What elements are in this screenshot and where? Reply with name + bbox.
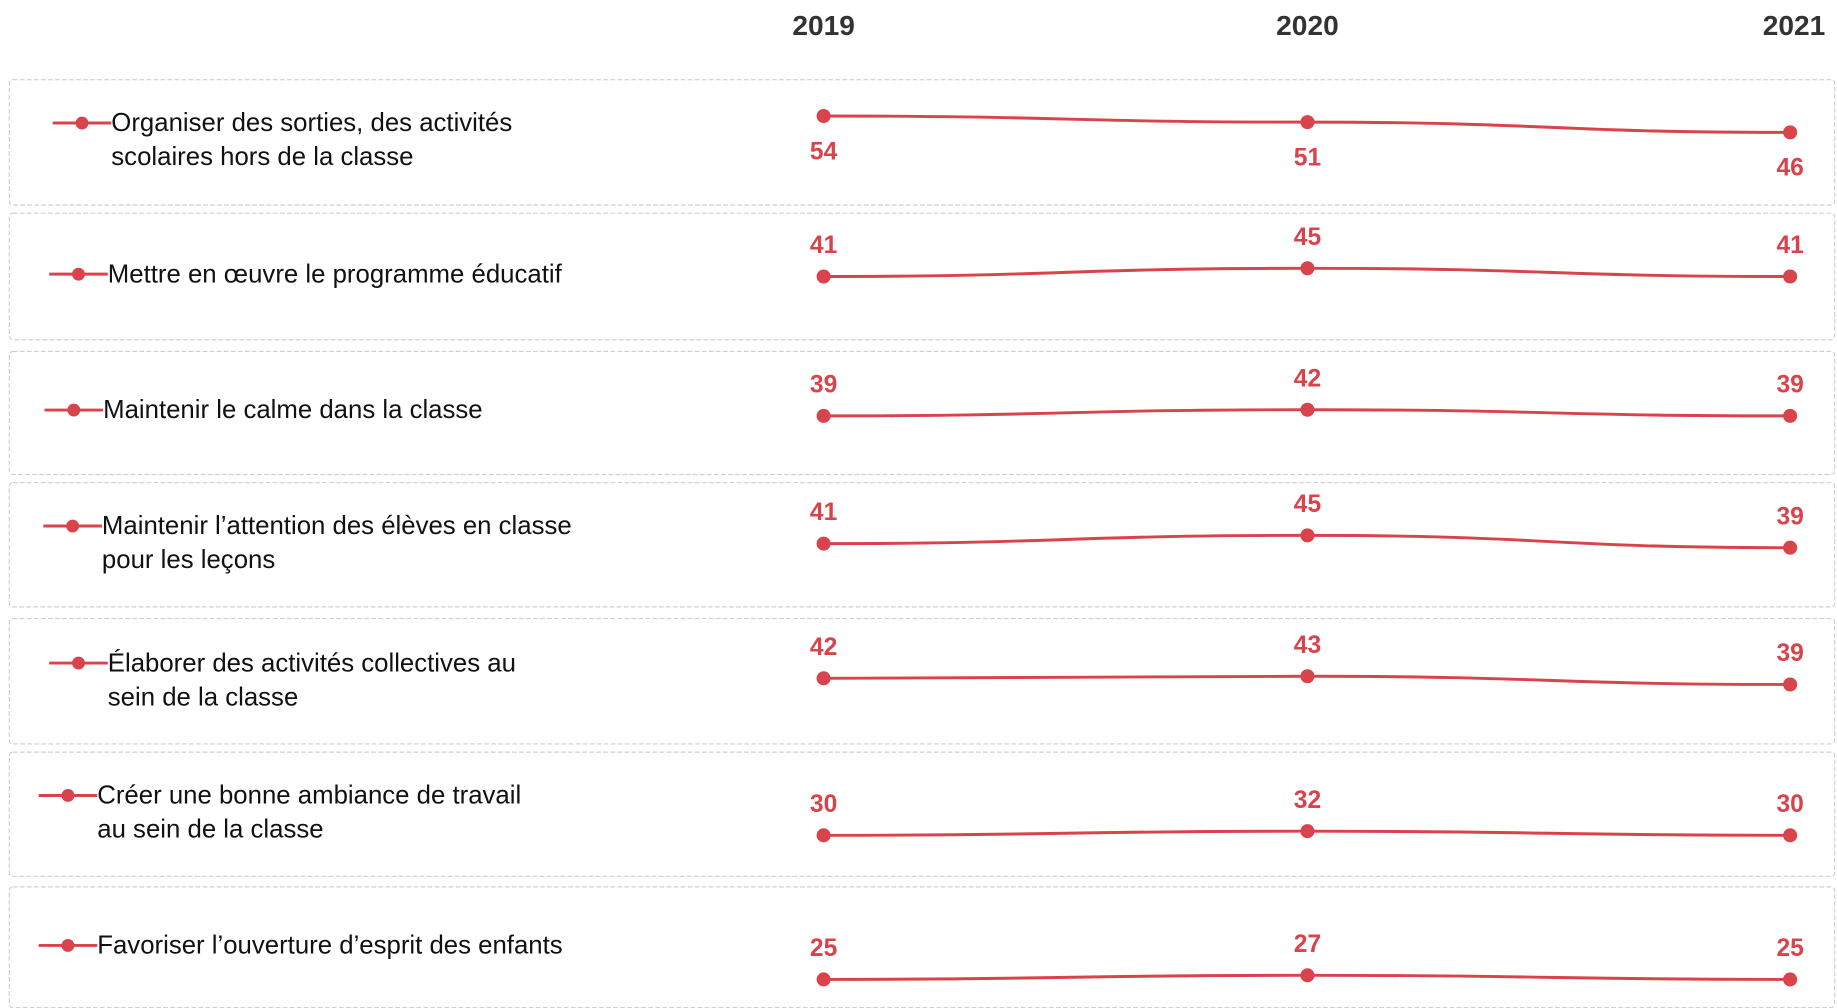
data-label: 30 (810, 791, 837, 818)
year-header: 2019 (792, 10, 855, 41)
data-point (1300, 261, 1315, 276)
data-label: 45 (1294, 224, 1321, 251)
panel-border (8, 617, 1836, 745)
data-label: 27 (1294, 931, 1321, 958)
data-label: 42 (810, 634, 837, 661)
data-point (816, 408, 831, 423)
legend-dot (67, 403, 81, 417)
year-header: 2021 (1763, 10, 1826, 41)
data-label: 43 (1294, 632, 1321, 659)
data-label: 42 (1294, 365, 1321, 392)
legend-dot (61, 789, 75, 802)
data-point (1783, 828, 1798, 843)
data-point (1783, 972, 1798, 987)
data-label: 41 (1776, 232, 1803, 259)
panel-border (8, 886, 1836, 1008)
data-label: 51 (1294, 144, 1321, 171)
data-label: 30 (1776, 791, 1803, 818)
data-point (1300, 115, 1315, 130)
series-label: Maintenir le calme dans la classe (103, 396, 483, 424)
panel-border (8, 751, 1836, 877)
legend-dot (72, 267, 85, 281)
data-point (816, 972, 831, 987)
panel-border (8, 79, 1836, 206)
data-label: 39 (1776, 640, 1803, 667)
legend-dot (66, 519, 80, 533)
data-label: 25 (1776, 935, 1803, 962)
data-point (816, 269, 831, 284)
legend-dot (72, 656, 85, 670)
data-point (816, 671, 831, 686)
data-point (1300, 968, 1315, 983)
data-label: 54 (810, 138, 838, 165)
data-label: 41 (810, 232, 837, 259)
data-point (1783, 408, 1798, 423)
panel-border (8, 212, 1836, 341)
panel-border (8, 482, 1836, 608)
data-label: 32 (1294, 787, 1321, 814)
legend-dot (61, 938, 75, 952)
data-point (1783, 540, 1798, 555)
data-point (1783, 269, 1798, 284)
year-header: 2020 (1276, 10, 1339, 41)
data-point (1300, 669, 1315, 684)
data-point (816, 108, 831, 124)
data-label: 46 (1776, 155, 1803, 182)
series-label: Élaborer des activités collectives au sei… (108, 648, 516, 711)
data-point (816, 828, 831, 843)
data-label: 39 (1776, 503, 1803, 530)
panel-border (8, 350, 1836, 476)
data-label: 41 (810, 499, 837, 526)
data-label: 39 (810, 371, 837, 398)
legend-dot (75, 116, 89, 130)
data-label: 45 (1294, 491, 1321, 518)
series-label: Organiser des sorties, des activités scol… (111, 109, 512, 171)
data-point (1300, 824, 1315, 839)
series-label: Mettre en œuvre le programme éducatif (108, 260, 563, 288)
series-label: Créer une bonne ambiance de travail au se… (97, 782, 521, 844)
series-label: Maintenir l’attention des élèves en clas… (102, 512, 572, 574)
data-point (1783, 677, 1798, 692)
data-point (1783, 125, 1798, 140)
data-label: 39 (1776, 371, 1803, 398)
data-label: 25 (810, 935, 837, 962)
series-label: Favoriser l’ouverture d’esprit des enfan… (97, 932, 562, 960)
data-point (1300, 402, 1315, 417)
data-point (816, 536, 831, 551)
data-point (1300, 528, 1315, 543)
